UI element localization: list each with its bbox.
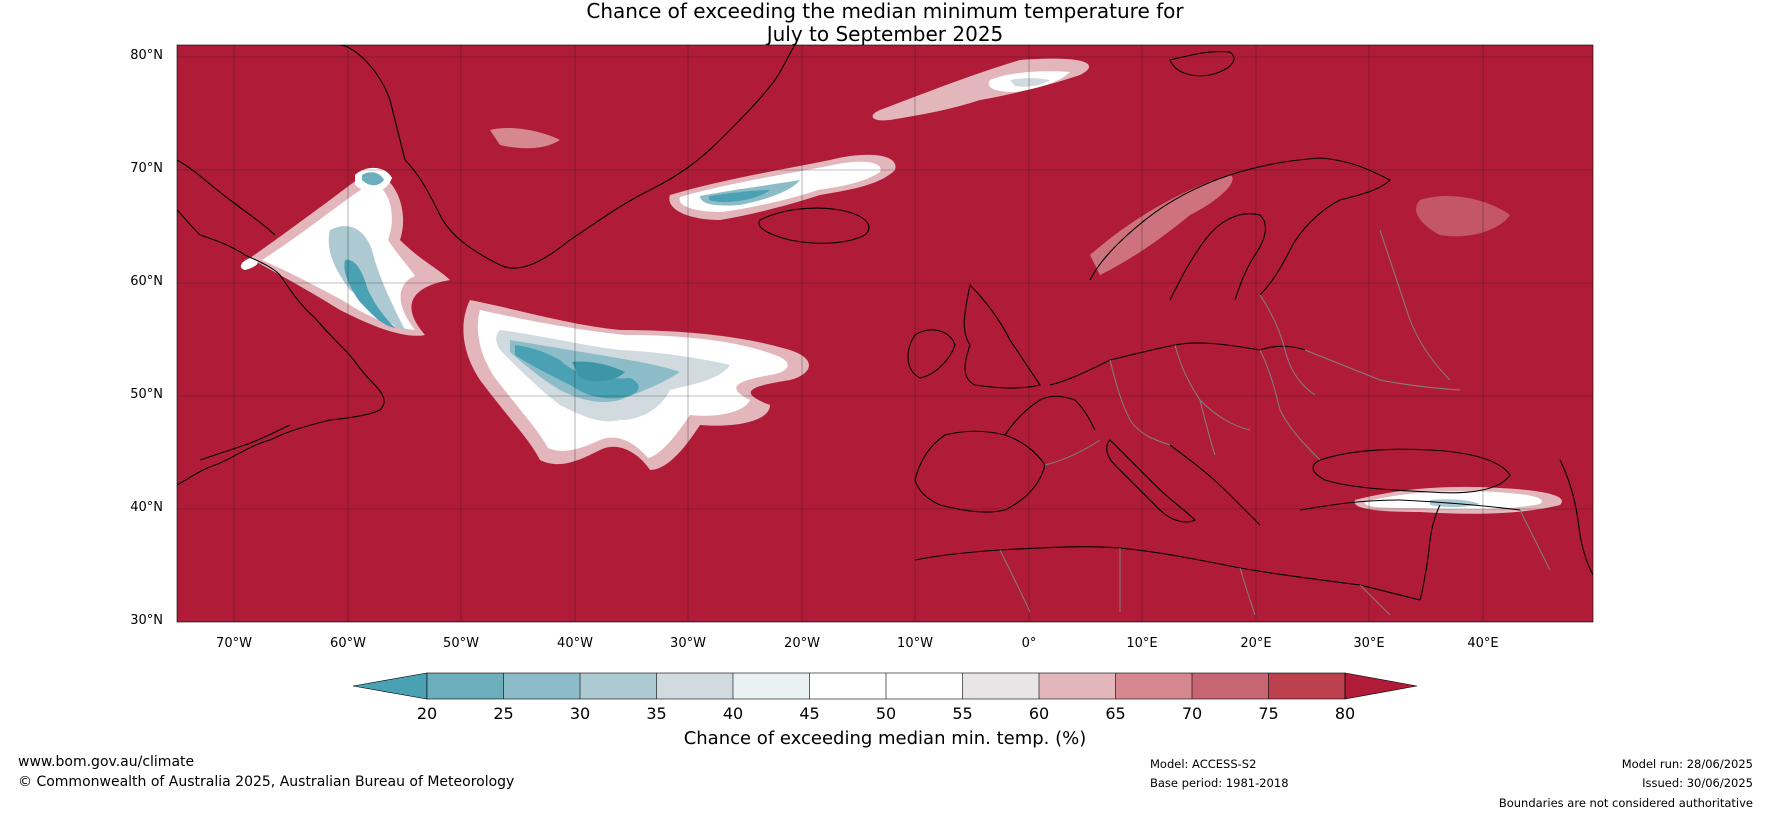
colorbar-tick-75: 75	[1258, 704, 1279, 723]
colorbar-bin-20-25	[427, 673, 504, 699]
coast-black-sea	[1312, 448, 1511, 494]
coast-africa	[914, 546, 1421, 601]
lon-label-30e: 30°E	[1353, 636, 1385, 651]
gridlines	[177, 45, 1593, 622]
colorbar-tick-50: 50	[875, 704, 897, 723]
colorbar-tick-30: 30	[569, 704, 591, 723]
colorbar-high-extension	[1344, 672, 1418, 700]
coast-balkans	[1169, 444, 1261, 526]
low-probability-region-svalbard-sea	[490, 58, 1090, 149]
coast-great-britain	[963, 283, 1041, 389]
colorbar-bin-25-30	[503, 673, 580, 699]
footer-disclaimer: Boundaries are not considered authoritat…	[1498, 796, 1753, 810]
footer-website: www.bom.gov.au/climate	[18, 754, 195, 770]
lon-label-40w: 40°W	[557, 636, 593, 651]
colorbar-bin-35-40	[656, 673, 733, 699]
coast-greenland-west	[339, 45, 406, 161]
lat-label-60n: 60°N	[130, 274, 163, 289]
coast-greenland	[404, 45, 796, 269]
colorbar-tick-35: 35	[646, 704, 667, 723]
low-probability-region-iceland-sea	[669, 154, 896, 220]
footer-model: Model: ACCESS-S2	[1150, 757, 1257, 771]
lat-label-80n: 80°N	[130, 48, 163, 63]
colorbar-bin-50-55	[886, 673, 963, 699]
colorbar	[352, 672, 1418, 700]
coast-svalbard	[1169, 51, 1235, 77]
lon-label-70w: 70°W	[216, 636, 252, 651]
footer-model-run: Model run: 28/06/2025	[1621, 757, 1753, 771]
coast-nova-scotia	[199, 424, 291, 461]
coast-hudson	[177, 159, 276, 236]
coast-italy	[1106, 439, 1196, 523]
colorbar-bin-65-70	[1115, 673, 1192, 699]
title-line-2: July to September 2025	[766, 22, 1004, 46]
footer-issued: Issued: 30/06/2025	[1642, 776, 1753, 790]
lat-label-70n: 70°N	[130, 161, 163, 176]
coast-caspian	[1559, 459, 1593, 576]
colorbar-tick-25: 25	[493, 704, 514, 723]
coast-norway	[1089, 157, 1391, 296]
lon-label-20w: 20°W	[784, 636, 820, 651]
lon-label-10e: 10°E	[1126, 636, 1158, 651]
lon-label-30w: 30°W	[670, 636, 706, 651]
coast-iceland	[758, 207, 870, 244]
colorbar-bin-60-65	[1039, 673, 1116, 699]
lon-label-0: 0°	[1021, 636, 1037, 651]
low-probability-region-north-atlantic	[463, 300, 809, 470]
coastlines	[177, 45, 1593, 601]
lon-label-20e: 20°E	[1240, 636, 1272, 651]
coast-iberia	[914, 430, 1046, 513]
colorbar-low-extension	[352, 672, 428, 700]
colorbar-tick-65: 65	[1105, 704, 1126, 723]
colorbar-tick-60: 60	[1028, 704, 1050, 723]
colorbar-tick-55: 55	[952, 704, 973, 723]
low-probability-region-labrador	[240, 167, 450, 336]
map-area	[177, 45, 1593, 622]
colorbar-tick-70: 70	[1181, 704, 1203, 723]
colorbar-bin-70-75	[1192, 673, 1269, 699]
lon-label-50w: 50°W	[443, 636, 479, 651]
low-probability-region-scandinavia	[1090, 175, 1510, 275]
lat-label-50n: 50°N	[130, 387, 163, 402]
coast-turkey	[1299, 499, 1521, 511]
country-borders	[999, 229, 1551, 616]
colorbar-label: Chance of exceeding median min. temp. (%…	[683, 728, 1087, 749]
lon-label-10w: 10°W	[897, 636, 933, 651]
colorbar-tick-45: 45	[799, 704, 820, 723]
coast-france	[1004, 395, 1096, 436]
colorbar-tick-40: 40	[722, 704, 744, 723]
colorbar-bin-75-80	[1268, 673, 1345, 699]
colorbar-bin-30-35	[580, 673, 657, 699]
footer-copyright: © Commonwealth of Australia 2025, Austra…	[18, 774, 515, 790]
chart-title: Chance of exceeding the median minimum t…	[0, 0, 1770, 46]
lon-label-40e: 40°E	[1467, 636, 1499, 651]
colorbar-bin-40-45	[733, 673, 810, 699]
lat-label-30n: 30°N	[130, 613, 163, 628]
title-line-1: Chance of exceeding the median minimum t…	[586, 0, 1184, 23]
footer-base-period: Base period: 1981-2018	[1150, 776, 1289, 790]
coast-ireland	[907, 329, 956, 379]
coast-levant	[1419, 504, 1441, 601]
colorbar-bin-45-50	[809, 673, 886, 699]
map-frame	[176, 44, 1594, 623]
colorbar-bin-55-60	[962, 673, 1039, 699]
lon-label-60w: 60°W	[330, 636, 366, 651]
low-probability-region-black-sea	[1354, 486, 1562, 514]
colorbar-tick-80: 80	[1334, 704, 1356, 723]
colorbar-tick-20: 20	[416, 704, 438, 723]
coast-sweden	[1169, 213, 1266, 301]
lat-label-40n: 40°N	[130, 500, 163, 515]
coast-north-america	[177, 209, 385, 486]
